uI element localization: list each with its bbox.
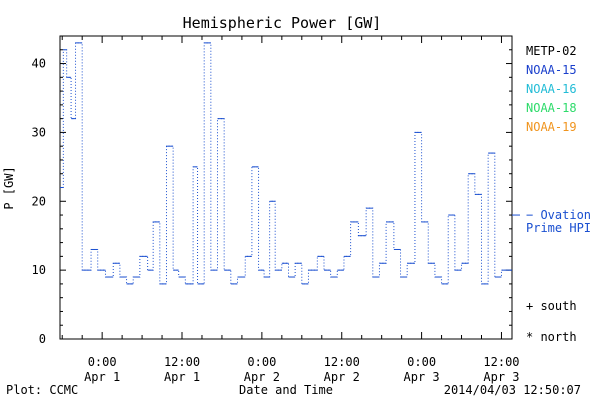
footer-timestamp: 2014/04/03 12:50:07 — [444, 383, 581, 397]
x-tick-date-label: Apr 2 — [244, 370, 280, 384]
y-axis-ticks: 0 10 20 30 40 — [32, 49, 512, 346]
footer-plot-credit: Plot: CCMC — [6, 383, 78, 397]
y-tick-label: 40 — [32, 57, 46, 71]
x-tick-time-label: 0:00 — [88, 355, 117, 369]
y-tick-label: 20 — [32, 194, 46, 208]
ovation-label-line: Prime HPI — [526, 221, 591, 235]
marker-legend: + south * north — [526, 299, 577, 344]
legend-entry: NOAA-16 — [526, 82, 577, 96]
x-tick-date-label: Apr 1 — [84, 370, 120, 384]
marker-legend-entry: * north — [526, 330, 577, 344]
series-group — [60, 42, 512, 285]
x-tick-date-label: Apr 3 — [404, 370, 440, 384]
legend: METP-02 NOAA-15 NOAA-16 NOAA-18 NOAA-19 — [526, 44, 577, 134]
y-axis-label: P [GW] — [2, 166, 16, 209]
y-tick-label: 30 — [32, 125, 46, 139]
y-axis-label-group: P [GW] — [2, 166, 16, 209]
legend-entry: METP-02 — [526, 44, 577, 58]
x-tick-time-label: 12:00 — [324, 355, 360, 369]
plot-frame — [59, 35, 513, 340]
y-tick-label: 0 — [39, 332, 46, 346]
legend-entry: NOAA-18 — [526, 101, 577, 115]
marker-legend-entry: + south — [526, 299, 577, 313]
ovation-label-line: − Ovation — [526, 208, 591, 222]
x-tick-time-label: 12:00 — [483, 355, 519, 369]
x-tick-time-label: 12:00 — [164, 355, 200, 369]
series-line-ovation — [60, 42, 512, 285]
legend-entry: NOAA-15 — [526, 63, 577, 77]
x-tick-time-label: 0:00 — [407, 355, 436, 369]
x-tick-date-label: Apr 2 — [324, 370, 360, 384]
y-tick-label: 10 — [32, 263, 46, 277]
legend-entry: NOAA-19 — [526, 120, 577, 134]
chart-title: Hemispheric Power [GW] — [183, 14, 382, 32]
x-axis-label: Date and Time — [239, 383, 333, 397]
x-tick-date-label: Apr 1 — [164, 370, 200, 384]
x-tick-date-label: Apr 3 — [483, 370, 519, 384]
x-tick-time-label: 0:00 — [247, 355, 276, 369]
